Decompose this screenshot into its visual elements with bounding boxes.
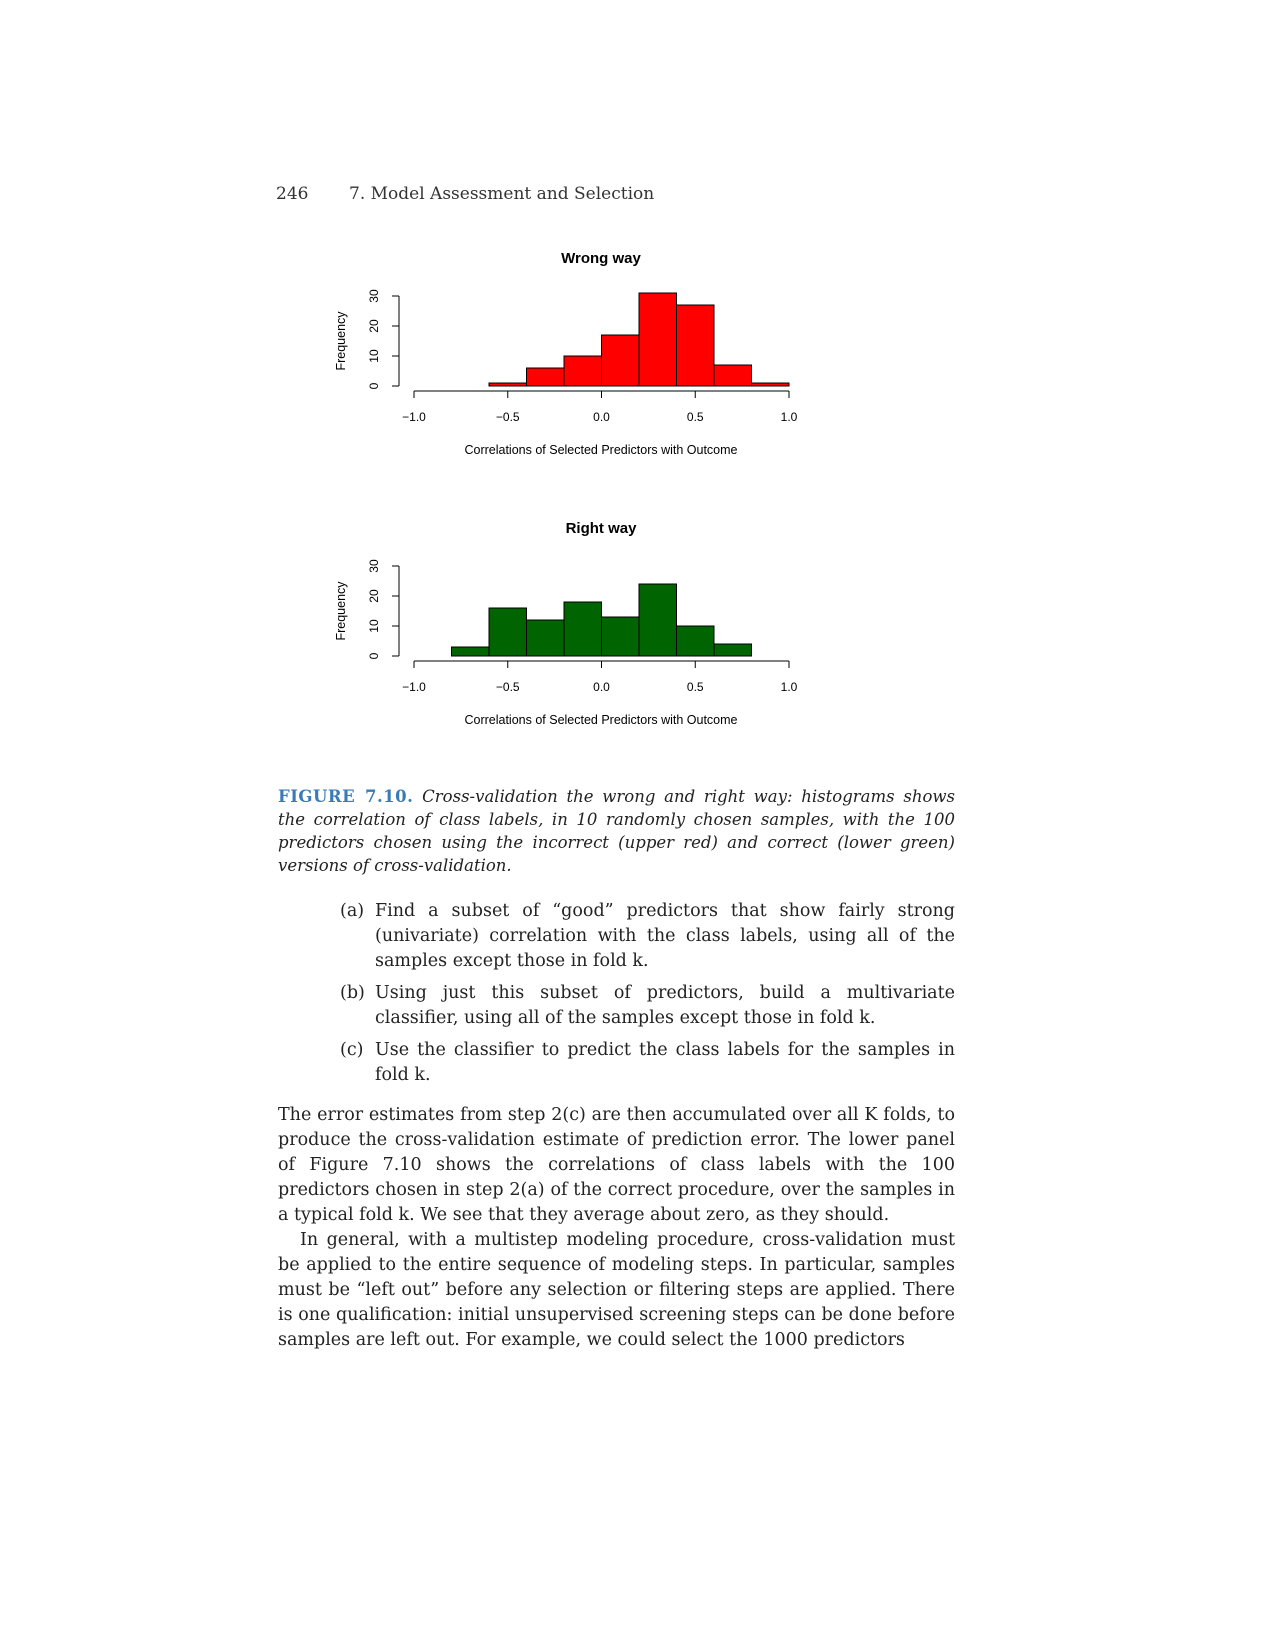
y-tick-label: 0 xyxy=(367,652,381,659)
histogram-bar xyxy=(526,367,565,387)
y-tick-label: 10 xyxy=(367,349,381,363)
step-text: Find a subset of “good” predictors that … xyxy=(375,901,955,971)
histogram-bar xyxy=(638,292,677,387)
histogram-wrong-way: Wrong way −1.0 −0.5 0.0 0.5 1.0 0 10 20 30 Correla… xyxy=(334,250,798,457)
histogram-bar xyxy=(563,355,602,387)
step-text: Using just this subset of predictors, bu… xyxy=(375,983,955,1028)
histogram-bar xyxy=(601,616,640,657)
histogram-bar xyxy=(713,364,752,387)
histogram-bar xyxy=(563,601,602,657)
x-tick-label: −1.0 xyxy=(402,410,426,424)
chart-title: Right way xyxy=(566,520,637,537)
histogram-bar xyxy=(601,334,640,387)
histogram-bar xyxy=(638,583,677,657)
y-tick-label: 20 xyxy=(367,319,381,333)
chapter-title: 7. Model Assessment and Selection xyxy=(349,184,655,204)
running-head: 246 7. Model Assessment and Selection xyxy=(276,184,654,204)
y-tick-label: 30 xyxy=(367,559,381,573)
y-tick-label: 30 xyxy=(367,289,381,303)
x-tick-label: 0.0 xyxy=(593,680,610,694)
paragraph: The error estimates from step 2(c) are t… xyxy=(278,1105,955,1225)
y-tick-label: 20 xyxy=(367,589,381,603)
page-number: 246 xyxy=(276,184,309,204)
x-tick-label: 0.5 xyxy=(687,680,704,694)
x-tick-label: 0.0 xyxy=(593,410,610,424)
histogram-bar xyxy=(488,382,527,387)
chart-wrong-way: Wrong way −1.0 −0.5 0.0 0.5 1.0 0 10 20 30 Correla… xyxy=(330,250,890,490)
x-tick-label: 1.0 xyxy=(781,680,798,694)
x-tick-label: −0.5 xyxy=(496,680,520,694)
figure-label: FIGURE 7.10. xyxy=(278,787,414,806)
step-label: (a) xyxy=(340,901,365,921)
y-tick-label: 0 xyxy=(367,382,381,389)
x-axis-label: Correlations of Selected Predictors with… xyxy=(464,443,737,457)
histogram-right-way: Right way −1.0 −0.5 0.0 0.5 1.0 0 10 20 30 Correla… xyxy=(334,520,798,727)
figure-caption-text: Cross-validation the wrong and right way… xyxy=(278,787,955,875)
y-axis-label: Frequency xyxy=(334,311,348,371)
x-tick-label: −1.0 xyxy=(402,680,426,694)
y-axis-label: Frequency xyxy=(334,581,348,641)
x-tick-label: −0.5 xyxy=(496,410,520,424)
histogram-bar xyxy=(451,646,490,657)
step-label: (c) xyxy=(340,1040,364,1060)
step-label: (b) xyxy=(340,983,365,1003)
paragraph: In general, with a multistep modeling pr… xyxy=(278,1230,955,1350)
chart-title: Wrong way xyxy=(561,250,641,267)
figure-caption: FIGURE 7.10. Cross-validation the wrong … xyxy=(278,785,955,877)
list-item: (c) Use the classifier to predict the cl… xyxy=(340,1038,955,1088)
histogram-bar xyxy=(488,607,527,657)
step-list: (a) Find a subset of “good” predictors t… xyxy=(340,899,955,1095)
y-tick-label: 10 xyxy=(367,619,381,633)
histogram-bar xyxy=(676,625,715,657)
histogram-bar xyxy=(713,643,752,657)
x-tick-label: 1.0 xyxy=(781,410,798,424)
histogram-bar xyxy=(526,619,565,657)
body-text: The error estimates from step 2(c) are t… xyxy=(278,1103,955,1353)
step-text: Use the classifier to predict the class … xyxy=(375,1040,955,1085)
x-axis-label: Correlations of Selected Predictors with… xyxy=(464,713,737,727)
histogram-bar xyxy=(751,382,790,387)
histogram-bar xyxy=(676,304,715,387)
chart-right-way: Right way −1.0 −0.5 0.0 0.5 1.0 0 10 20 30 Correla… xyxy=(330,520,890,760)
x-tick-label: 0.5 xyxy=(687,410,704,424)
list-item: (a) Find a subset of “good” predictors t… xyxy=(340,899,955,974)
list-item: (b) Using just this subset of predictors… xyxy=(340,981,955,1031)
